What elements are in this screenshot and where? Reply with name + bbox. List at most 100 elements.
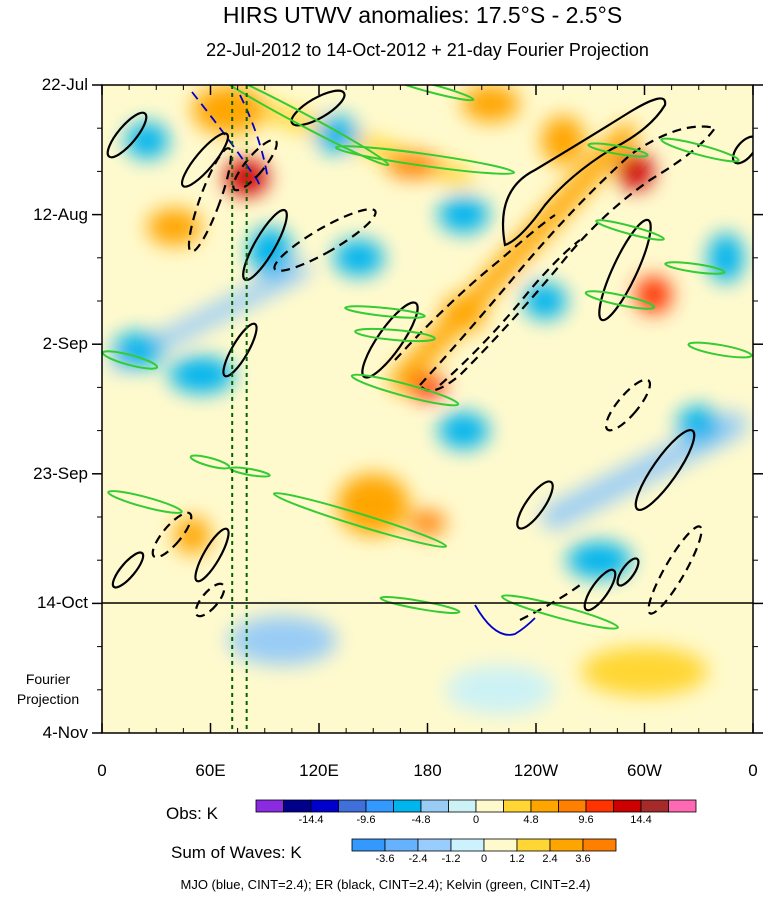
x-tick-label: 60E	[195, 761, 226, 780]
projection-label-line2: Projection	[16, 691, 80, 707]
kelvin-contour	[660, 137, 740, 163]
er-contour	[111, 551, 145, 589]
colorbar-swatch	[549, 838, 584, 852]
anomaly-cell	[523, 282, 567, 320]
colorbar-swatch	[516, 838, 551, 852]
y-tick-label: 23-Sep	[33, 463, 88, 483]
colorbar-swatch	[475, 799, 504, 813]
er-contour	[394, 214, 556, 361]
anomaly-cell	[409, 510, 446, 536]
x-tick-label: 60W	[627, 761, 662, 780]
kelvin-contour	[344, 305, 426, 319]
er-contour	[290, 89, 346, 127]
er-contour	[194, 527, 230, 583]
waves-colorbar-label: Sum of Waves: K	[171, 843, 302, 862]
kelvin-contour	[210, 85, 390, 167]
er-contour	[273, 208, 377, 272]
kelvin-contour	[379, 596, 461, 614]
mjo-contour	[191, 91, 260, 187]
kelvin-contour	[687, 341, 753, 359]
er-contour	[194, 582, 226, 618]
colorbar-tick-label: -14.4	[298, 814, 324, 826]
colorbar-tick-label: -4.8	[411, 814, 431, 826]
y-tick-label: 14-Oct	[36, 593, 88, 613]
anomaly-cell	[461, 85, 520, 123]
mjo-contour	[239, 94, 269, 181]
colorbar-swatch	[351, 838, 386, 852]
er-contour	[516, 480, 554, 530]
y-tick-label: 12-Aug	[33, 204, 88, 224]
anomaly-cell	[541, 115, 585, 166]
y-tick-label: 4-Nov	[42, 723, 88, 742]
er-contour	[187, 147, 233, 253]
kelvin-contour	[189, 454, 231, 470]
anomaly-cell	[707, 233, 744, 283]
anomaly-cell	[228, 615, 338, 666]
colorbar-tick-label: -3.6	[375, 853, 395, 865]
kelvin-contour	[229, 466, 271, 478]
colorbar-swatch	[393, 799, 422, 813]
colorbar-swatch	[365, 799, 394, 813]
colorbar-swatch	[582, 838, 617, 852]
projection-label-line1: Fourier	[25, 671, 71, 687]
anomaly-cell	[112, 331, 164, 369]
colorbar-swatch	[450, 838, 485, 852]
colorbar-swatch	[668, 799, 697, 813]
y-tick-label: 22-Jul	[41, 75, 88, 94]
er-contour	[616, 557, 640, 587]
er-contour	[242, 208, 288, 282]
er-contour	[501, 97, 667, 247]
anomaly-cell	[337, 473, 410, 536]
x-tick-label: 180	[413, 761, 442, 780]
er-contour	[604, 378, 652, 432]
colorbar-tick-label: 14.4	[630, 814, 652, 826]
anomaly-cell	[224, 159, 269, 197]
er-contour	[232, 138, 278, 192]
plot-background	[102, 85, 753, 733]
colorbar-swatch	[640, 799, 669, 813]
chart-subtitle: 22-Jul-2012 to 14-Oct-2012 + 21-day Four…	[206, 40, 649, 60]
anomaly-cell	[333, 239, 385, 277]
colorbar-tick-label: -2.4	[408, 853, 428, 865]
colorbar-tick-label: -9.6	[356, 814, 376, 826]
colorbar-swatch	[585, 799, 614, 813]
x-tick-label: 120E	[299, 761, 339, 780]
anomaly-cell	[192, 85, 265, 135]
colorbar-swatch	[558, 799, 587, 813]
y-tick-label: 2-Sep	[42, 334, 88, 354]
er-contour	[151, 511, 193, 559]
anomaly-cell	[248, 226, 292, 277]
er-contour	[583, 568, 617, 612]
colorbar-swatch	[417, 838, 452, 852]
colorbar-swatch	[255, 799, 284, 813]
er-contour	[106, 111, 148, 159]
kelvin-contour	[587, 142, 649, 158]
obs-colorbar-label: Obs: K	[166, 804, 218, 823]
anomaly-cell	[581, 646, 708, 696]
anomaly-cell	[445, 665, 555, 715]
kelvin-contour	[107, 490, 183, 514]
colorbar-swatch	[420, 799, 449, 813]
colorbar-swatch	[503, 799, 532, 813]
anomaly-cell	[677, 405, 721, 443]
kelvin-contour	[501, 594, 619, 630]
x-tick-label: 120W	[513, 761, 559, 780]
kelvin-contour	[350, 373, 460, 407]
anomaly-cell	[438, 412, 489, 450]
colorbar-swatch	[613, 799, 642, 813]
waves-colorbar	[351, 838, 617, 852]
colorbar-swatch	[384, 838, 419, 852]
er-contour	[439, 239, 581, 386]
colorbar-tick-label: 3.6	[575, 853, 591, 865]
er-contours-negative	[151, 125, 717, 621]
kelvin-contour	[272, 492, 448, 548]
er-contours	[106, 89, 753, 612]
anomaly-cell	[129, 665, 220, 703]
colorbar-tick-label: 9.6	[578, 814, 594, 826]
colorbar-tick-label: 0	[480, 853, 488, 865]
anomaly-cell	[441, 294, 486, 332]
obs-colorbar	[255, 799, 697, 813]
kelvin-contour	[102, 350, 159, 370]
kelvin-contour	[664, 261, 726, 275]
er-contour	[361, 301, 419, 379]
